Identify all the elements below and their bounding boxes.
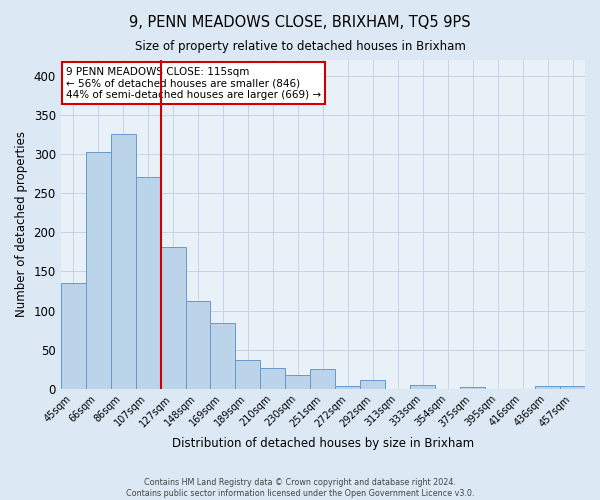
Bar [410,385,435,389]
Text: Size of property relative to detached houses in Brixham: Size of property relative to detached ho… [134,40,466,53]
Bar [360,380,385,389]
X-axis label: Distribution of detached houses by size in Brixham: Distribution of detached houses by size … [172,437,474,450]
Bar [310,369,335,389]
Bar [235,360,260,389]
Y-axis label: Number of detached properties: Number of detached properties [15,132,28,318]
Bar [335,386,360,389]
Bar [211,323,235,389]
Text: 9, PENN MEADOWS CLOSE, BRIXHAM, TQ5 9PS: 9, PENN MEADOWS CLOSE, BRIXHAM, TQ5 9PS [129,15,471,30]
Bar [161,247,185,389]
Text: Contains HM Land Registry data © Crown copyright and database right 2024.
Contai: Contains HM Land Registry data © Crown c… [126,478,474,498]
Bar [110,134,136,389]
Bar [185,301,211,389]
Bar [460,387,485,389]
Bar [260,368,286,389]
Bar [535,386,560,389]
Bar [136,178,161,389]
Bar [560,386,585,389]
Bar [86,152,110,389]
Bar [61,283,86,389]
Bar [286,376,310,389]
Text: 9 PENN MEADOWS CLOSE: 115sqm
← 56% of detached houses are smaller (846)
44% of s: 9 PENN MEADOWS CLOSE: 115sqm ← 56% of de… [66,66,321,100]
